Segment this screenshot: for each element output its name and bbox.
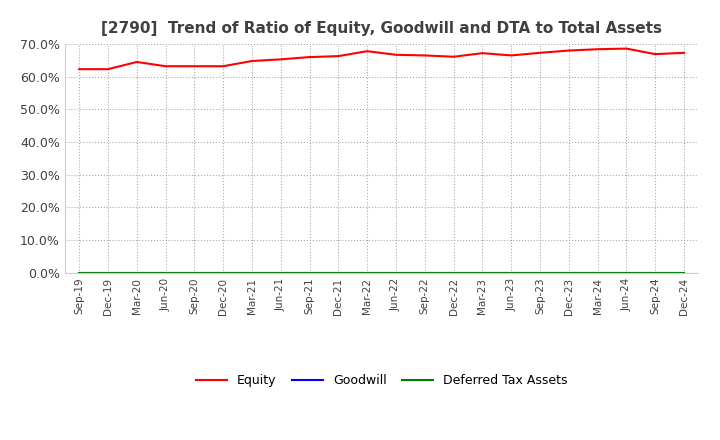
Goodwill bbox=[276, 270, 285, 275]
Deferred Tax Assets bbox=[622, 270, 631, 275]
Equity bbox=[478, 51, 487, 56]
Equity bbox=[536, 50, 544, 55]
Equity bbox=[363, 48, 372, 54]
Deferred Tax Assets bbox=[248, 270, 256, 275]
Equity bbox=[219, 64, 228, 69]
Goodwill bbox=[363, 270, 372, 275]
Deferred Tax Assets bbox=[104, 270, 112, 275]
Goodwill bbox=[564, 270, 573, 275]
Deferred Tax Assets bbox=[75, 270, 84, 275]
Equity bbox=[75, 66, 84, 72]
Deferred Tax Assets bbox=[276, 270, 285, 275]
Goodwill bbox=[507, 270, 516, 275]
Equity bbox=[248, 59, 256, 64]
Goodwill bbox=[305, 270, 314, 275]
Title: [2790]  Trend of Ratio of Equity, Goodwill and DTA to Total Assets: [2790] Trend of Ratio of Equity, Goodwil… bbox=[101, 21, 662, 36]
Deferred Tax Assets bbox=[651, 270, 660, 275]
Deferred Tax Assets bbox=[161, 270, 170, 275]
Goodwill bbox=[248, 270, 256, 275]
Equity bbox=[507, 53, 516, 58]
Goodwill bbox=[75, 270, 84, 275]
Equity bbox=[622, 46, 631, 51]
Deferred Tax Assets bbox=[478, 270, 487, 275]
Goodwill bbox=[651, 270, 660, 275]
Deferred Tax Assets bbox=[507, 270, 516, 275]
Goodwill bbox=[104, 270, 112, 275]
Goodwill bbox=[420, 270, 429, 275]
Legend: Equity, Goodwill, Deferred Tax Assets: Equity, Goodwill, Deferred Tax Assets bbox=[191, 370, 572, 392]
Deferred Tax Assets bbox=[363, 270, 372, 275]
Equity bbox=[449, 54, 458, 59]
Goodwill bbox=[478, 270, 487, 275]
Equity bbox=[334, 53, 343, 59]
Deferred Tax Assets bbox=[334, 270, 343, 275]
Deferred Tax Assets bbox=[449, 270, 458, 275]
Equity bbox=[651, 51, 660, 57]
Equity bbox=[593, 47, 602, 52]
Deferred Tax Assets bbox=[680, 270, 688, 275]
Goodwill bbox=[161, 270, 170, 275]
Deferred Tax Assets bbox=[593, 270, 602, 275]
Goodwill bbox=[190, 270, 199, 275]
Equity bbox=[564, 48, 573, 53]
Deferred Tax Assets bbox=[132, 270, 141, 275]
Deferred Tax Assets bbox=[392, 270, 400, 275]
Equity bbox=[680, 50, 688, 55]
Deferred Tax Assets bbox=[536, 270, 544, 275]
Equity bbox=[161, 64, 170, 69]
Deferred Tax Assets bbox=[305, 270, 314, 275]
Goodwill bbox=[622, 270, 631, 275]
Deferred Tax Assets bbox=[190, 270, 199, 275]
Deferred Tax Assets bbox=[219, 270, 228, 275]
Goodwill bbox=[680, 270, 688, 275]
Deferred Tax Assets bbox=[420, 270, 429, 275]
Equity bbox=[420, 53, 429, 58]
Line: Equity: Equity bbox=[79, 48, 684, 69]
Deferred Tax Assets bbox=[564, 270, 573, 275]
Equity bbox=[132, 59, 141, 65]
Goodwill bbox=[334, 270, 343, 275]
Equity bbox=[276, 57, 285, 62]
Goodwill bbox=[593, 270, 602, 275]
Goodwill bbox=[392, 270, 400, 275]
Equity bbox=[392, 52, 400, 58]
Equity bbox=[190, 64, 199, 69]
Goodwill bbox=[536, 270, 544, 275]
Goodwill bbox=[449, 270, 458, 275]
Goodwill bbox=[219, 270, 228, 275]
Equity bbox=[305, 55, 314, 60]
Goodwill bbox=[132, 270, 141, 275]
Equity bbox=[104, 66, 112, 72]
